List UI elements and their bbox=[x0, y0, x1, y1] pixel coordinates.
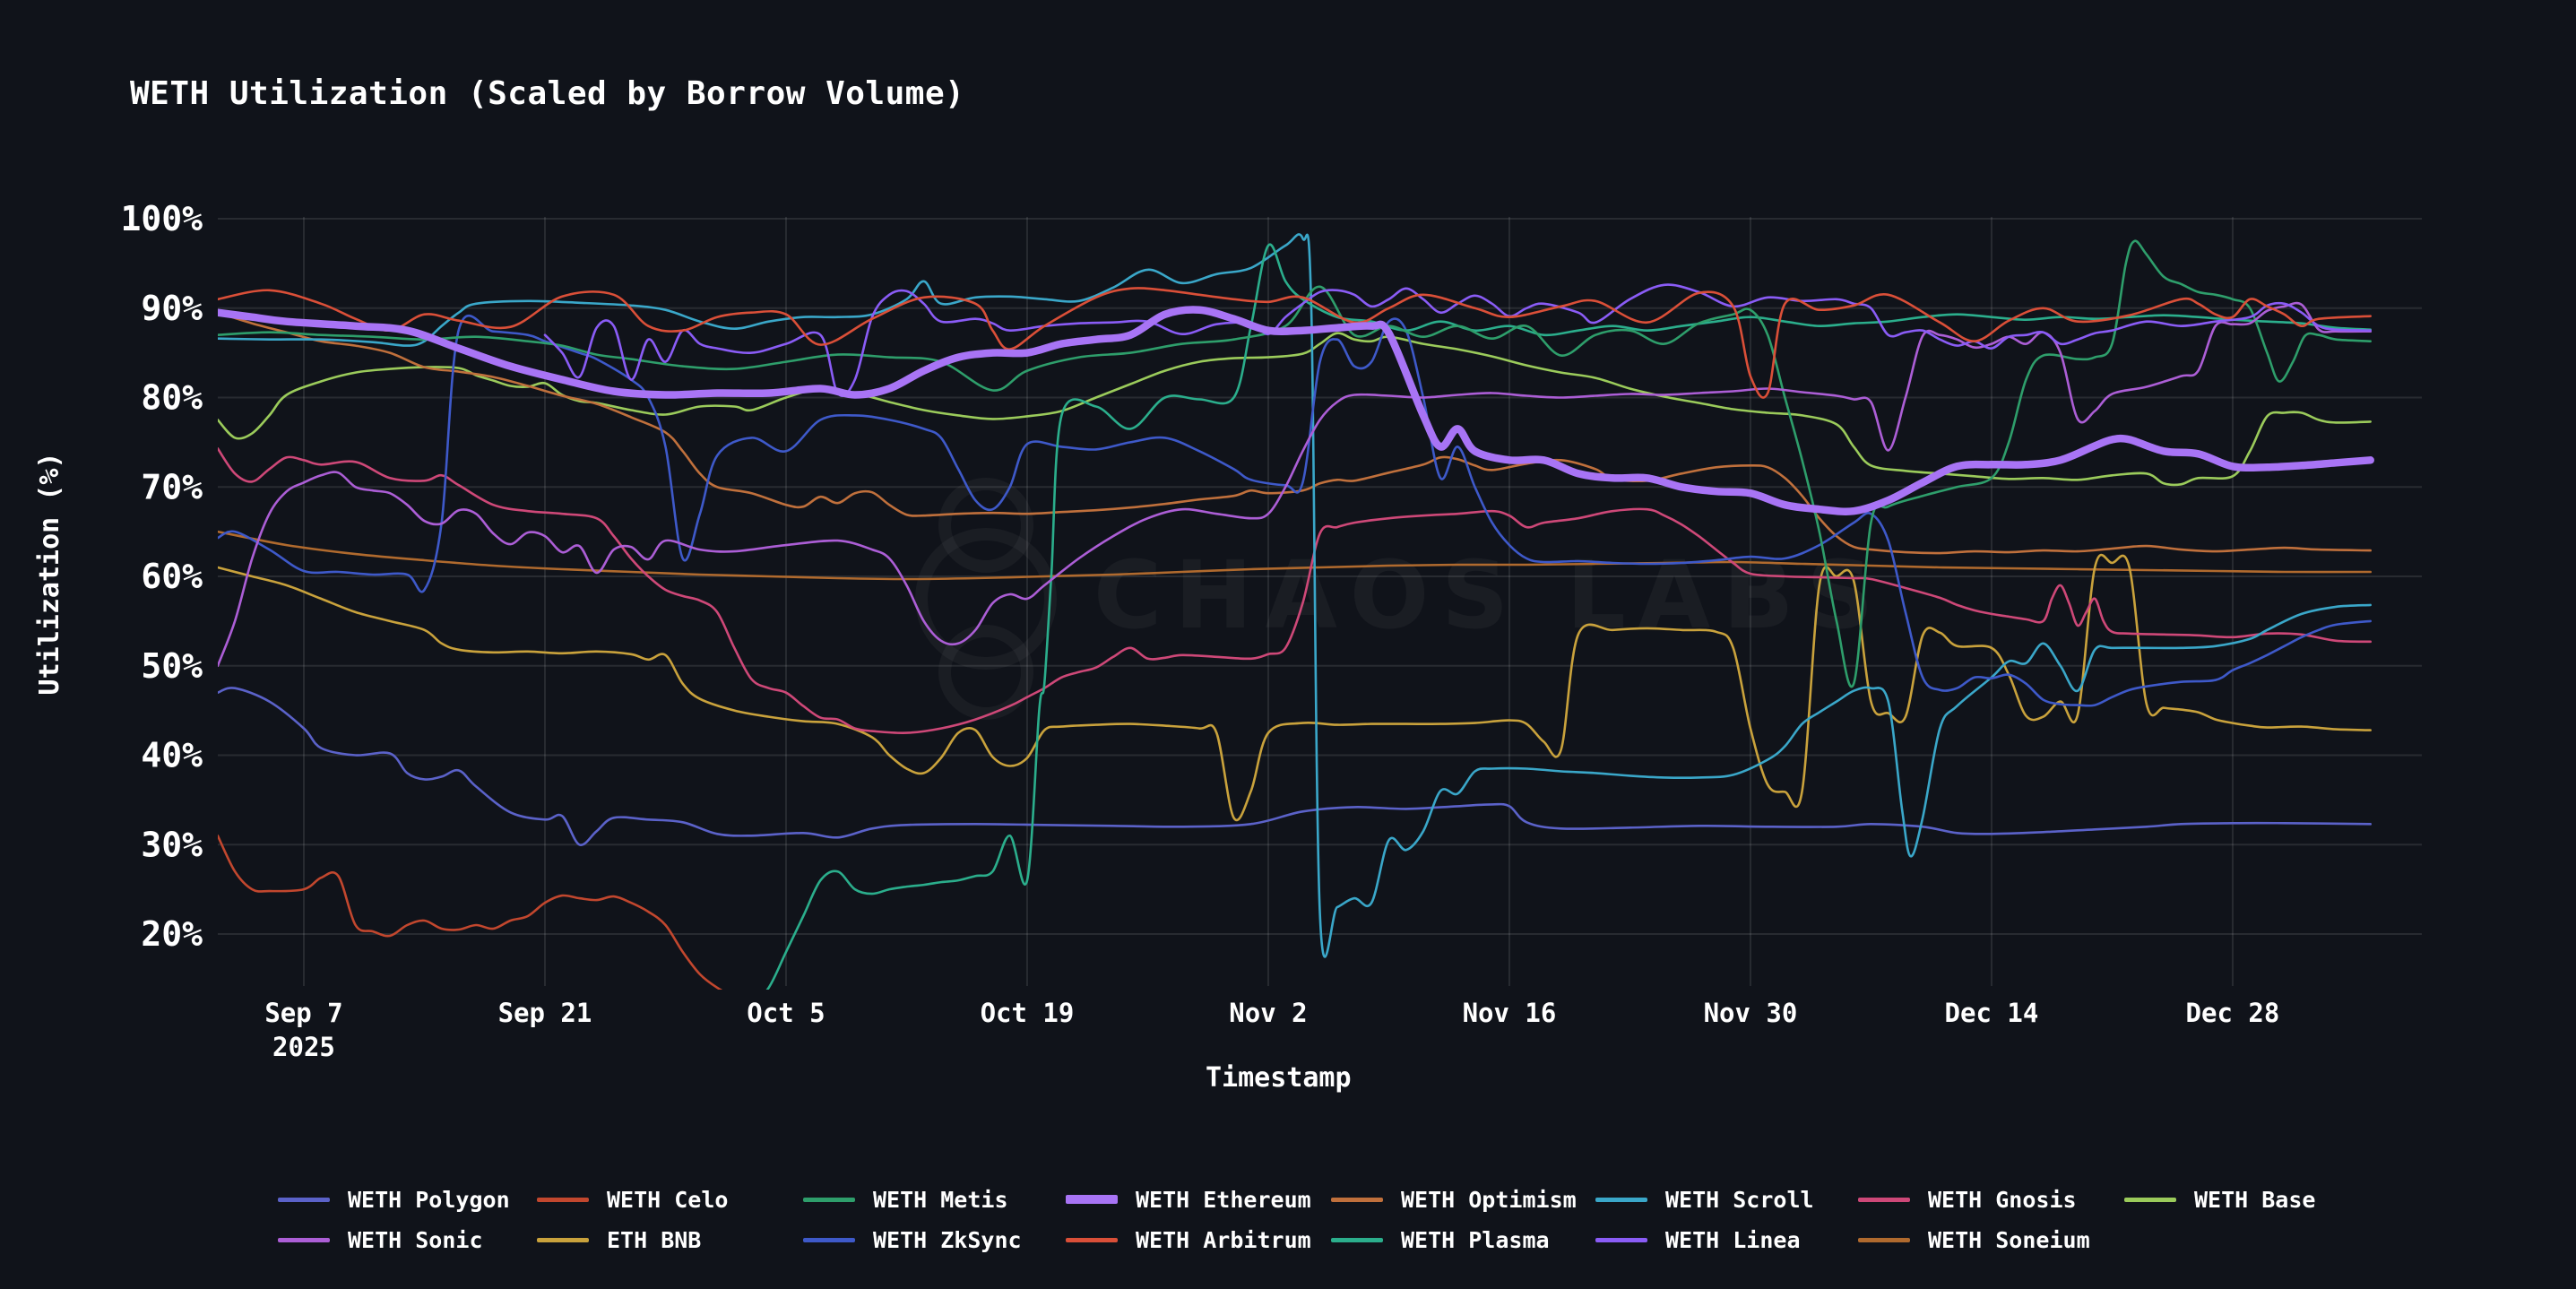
series-line-weth-gnosis[interactable] bbox=[218, 447, 2372, 734]
series-line-weth-arbitrum[interactable] bbox=[218, 287, 2372, 399]
y-tick-label: 70% bbox=[141, 467, 203, 506]
legend-label: WETH Sonic bbox=[348, 1226, 483, 1253]
legend-label: WETH Plasma bbox=[1401, 1226, 1550, 1253]
y-tick-label: 100% bbox=[120, 199, 203, 238]
x-axis-ticks: Sep 7 2025 Sep 21 Oct 5 Oct 19 Nov 2 Nov 16 Nov… bbox=[264, 998, 2279, 1062]
series-line-weth-zksync[interactable] bbox=[218, 314, 2372, 707]
legend-swatch bbox=[1595, 1237, 1647, 1242]
legend-item-weth-optimism[interactable]: WETH Optimism bbox=[1331, 1181, 1577, 1217]
legend-item-weth-polygon[interactable]: WETH Polygon bbox=[278, 1181, 510, 1217]
legend-item-weth-gnosis[interactable]: WETH Gnosis bbox=[1858, 1181, 2077, 1217]
legend-item-weth-scroll[interactable]: WETH Scroll bbox=[1595, 1181, 1814, 1217]
legend-label: WETH Linea bbox=[1665, 1226, 1801, 1253]
x-tick-sublabel: 2025 bbox=[272, 1032, 335, 1062]
legend-item-weth-metis[interactable]: WETH Metis bbox=[803, 1181, 1008, 1217]
legend-item-weth-arbitrum[interactable]: WETH Arbitrum bbox=[1066, 1222, 1311, 1258]
legend-swatch bbox=[537, 1197, 589, 1202]
legend-label: WETH Celo bbox=[607, 1186, 729, 1213]
y-tick-label: 90% bbox=[141, 289, 203, 328]
legend-item-weth-linea[interactable]: WETH Linea bbox=[1595, 1222, 1801, 1258]
series-line-weth-linea[interactable] bbox=[543, 283, 2372, 397]
legend-label: WETH Optimism bbox=[1401, 1186, 1577, 1213]
legend-swatch bbox=[1066, 1237, 1118, 1242]
x-axis-title: Timestamp bbox=[1206, 1062, 1352, 1094]
legend-swatch bbox=[537, 1237, 589, 1242]
legend-item-eth-bnb[interactable]: ETH BNB bbox=[537, 1222, 701, 1258]
legend-swatch bbox=[1858, 1237, 1910, 1242]
x-tick-label: Dec 14 bbox=[1945, 998, 2039, 1028]
y-tick-label: 30% bbox=[141, 825, 203, 864]
y-tick-label: 50% bbox=[141, 646, 203, 686]
x-tick-label: Nov 30 bbox=[1704, 998, 1798, 1028]
x-tick-label: Nov 16 bbox=[1463, 998, 1557, 1028]
legend-label: WETH Polygon bbox=[348, 1186, 510, 1213]
series-line-weth-optimism[interactable] bbox=[218, 311, 2372, 555]
legend-label: WETH Ethereum bbox=[1136, 1186, 1311, 1213]
legend-swatch bbox=[1331, 1197, 1383, 1202]
legend-label: WETH Base bbox=[2194, 1186, 2316, 1213]
y-tick-label: 40% bbox=[141, 736, 203, 775]
x-tick-label: Nov 2 bbox=[1229, 998, 1307, 1028]
y-tick-label: 20% bbox=[141, 914, 203, 954]
legend-swatch bbox=[803, 1197, 855, 1202]
series-line-weth-scroll[interactable] bbox=[218, 233, 2372, 958]
legend-swatch bbox=[803, 1237, 855, 1242]
legend-label: WETH Arbitrum bbox=[1136, 1226, 1311, 1253]
legend-item-weth-soneium[interactable]: WETH Soneium bbox=[1858, 1222, 2090, 1258]
x-tick-label: Oct 19 bbox=[981, 998, 1075, 1028]
legend-swatch bbox=[2124, 1197, 2176, 1202]
chaos-labs-ring-logo bbox=[915, 528, 1057, 670]
chart-title: WETH Utilization (Scaled by Borrow Volum… bbox=[130, 75, 965, 112]
legend-label: WETH Scroll bbox=[1665, 1186, 1814, 1213]
grid-lines bbox=[218, 217, 2422, 986]
legend-label: WETH Metis bbox=[873, 1186, 1008, 1213]
series-line-weth-ethereum[interactable] bbox=[218, 306, 2374, 515]
y-axis-ticks: 100% 90% 80% 70% 60% 50% 40% 30% 20% bbox=[120, 199, 203, 954]
series-line-weth-soneium[interactable] bbox=[218, 530, 2372, 581]
legend-label: WETH ZkSync bbox=[873, 1226, 1022, 1253]
legend-label: WETH Soneium bbox=[1928, 1226, 2090, 1253]
legend-item-weth-celo[interactable]: WETH Celo bbox=[537, 1181, 728, 1217]
legend-item-weth-ethereum[interactable]: WETH Ethereum bbox=[1066, 1181, 1311, 1217]
series-line-weth-metis[interactable] bbox=[218, 239, 2372, 688]
legend-swatch bbox=[1066, 1195, 1118, 1204]
x-tick-label: Sep 7 bbox=[264, 998, 342, 1028]
series-line-weth-celo[interactable] bbox=[218, 835, 752, 1001]
legend-swatch bbox=[278, 1237, 330, 1242]
x-tick-label: Sep 21 bbox=[498, 998, 592, 1028]
watermark-text: CHAOS LABS bbox=[1094, 541, 1886, 650]
legend-swatch bbox=[278, 1197, 330, 1202]
y-tick-label: 80% bbox=[141, 378, 203, 418]
series-line-eth-bnb[interactable] bbox=[218, 553, 2372, 822]
legend-swatch bbox=[1331, 1237, 1383, 1242]
x-tick-label: Dec 28 bbox=[2186, 998, 2280, 1028]
legend-label: WETH Gnosis bbox=[1928, 1186, 2077, 1213]
legend-swatch bbox=[1595, 1197, 1647, 1202]
legend-swatch bbox=[1858, 1197, 1910, 1202]
y-tick-label: 60% bbox=[141, 557, 203, 596]
series-lines bbox=[218, 233, 2374, 1001]
legend-item-weth-plasma[interactable]: WETH Plasma bbox=[1331, 1222, 1550, 1258]
legend-item-weth-sonic[interactable]: WETH Sonic bbox=[278, 1222, 483, 1258]
legend-item-weth-base[interactable]: WETH Base bbox=[2124, 1181, 2315, 1217]
x-tick-label: Oct 5 bbox=[747, 998, 825, 1028]
legend-item-weth-zksync[interactable]: WETH ZkSync bbox=[803, 1222, 1022, 1258]
series-line-weth-polygon[interactable] bbox=[218, 687, 2372, 846]
legend-label: ETH BNB bbox=[607, 1226, 702, 1253]
